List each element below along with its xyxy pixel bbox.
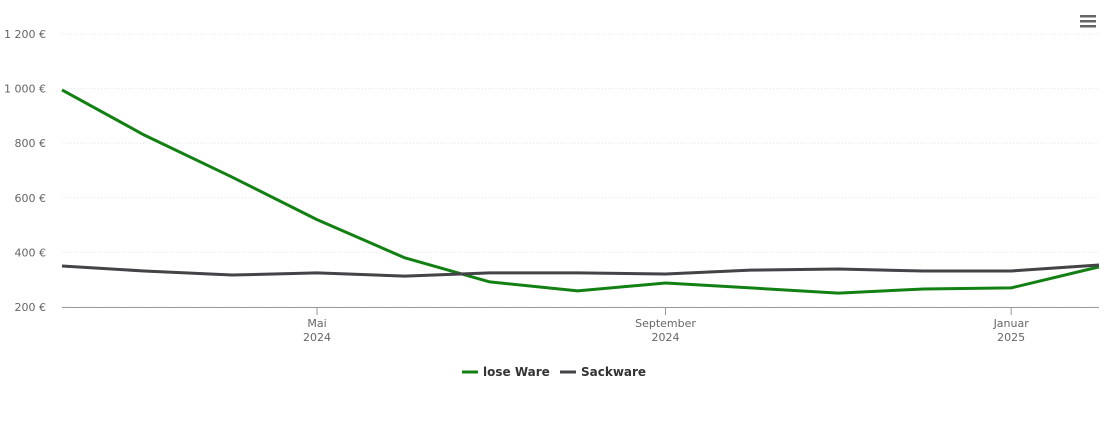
menu-button[interactable] xyxy=(1080,15,1096,28)
y-tick-label: 400 € xyxy=(15,246,47,259)
x-tick-label: 2025 xyxy=(997,331,1025,344)
y-tick-label: 800 € xyxy=(15,137,47,150)
x-tick-label: Mai xyxy=(307,317,326,330)
line-series xyxy=(61,263,1100,278)
x-tick-label: 2024 xyxy=(652,331,680,344)
x-tick-label: September xyxy=(635,317,696,330)
legend-label: Sackware xyxy=(581,365,646,379)
legend-label: lose Ware xyxy=(483,365,550,379)
y-tick-label: 1 000 € xyxy=(4,83,46,96)
x-tick-label: 2024 xyxy=(303,331,331,344)
y-tick-label: 600 € xyxy=(15,192,47,205)
y-tick-label: 200 € xyxy=(15,301,47,314)
x-tick-label: Januar xyxy=(993,317,1030,330)
y-tick-label: 1 200 € xyxy=(4,28,46,41)
legend-item[interactable]: Sackware xyxy=(560,365,646,379)
line-series xyxy=(61,88,1100,295)
legend-item[interactable]: lose Ware xyxy=(462,365,550,379)
